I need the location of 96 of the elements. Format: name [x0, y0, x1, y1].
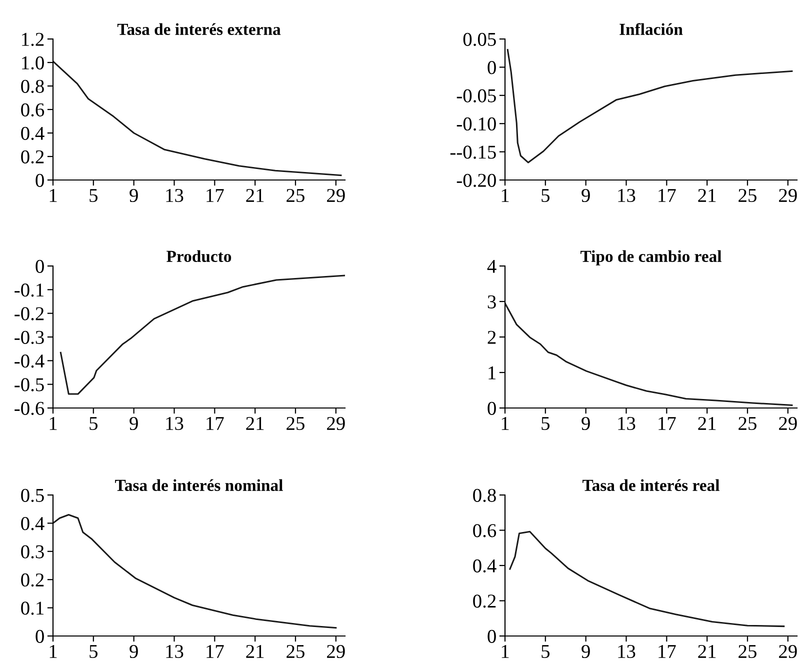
x-tick-label: 9	[582, 644, 590, 658]
y-tick-label: 0.8	[473, 488, 496, 502]
x-tick-label: 21	[698, 416, 716, 430]
line-series	[53, 60, 342, 176]
x-tick-label: 9	[130, 644, 138, 658]
y-tick-label: -0.1	[14, 283, 44, 297]
x-tick-label: 17	[658, 644, 676, 658]
y-tick-label: 1	[488, 366, 496, 380]
chart-title: Tipo de cambio real	[580, 250, 722, 266]
x-tick-label: 17	[206, 416, 224, 430]
y-tick-label: --0.15	[450, 146, 496, 159]
x-tick-label: 29	[779, 188, 797, 202]
chart-title: Tasa de interés externa	[117, 23, 281, 35]
x-tick-label: 25	[286, 188, 304, 202]
x-tick-label: 17	[658, 188, 676, 202]
line-series	[509, 530, 785, 628]
x-tick-label: 21	[246, 188, 264, 202]
x-tick-label: 9	[582, 188, 590, 202]
x-tick-label: 25	[738, 416, 756, 430]
x-tick-label: 17	[658, 416, 676, 430]
y-tick-label: 1.2	[22, 32, 44, 46]
y-tick-label: -0.3	[14, 330, 44, 344]
y-tick-label: 0.4	[473, 559, 496, 573]
y-tick-label: -0.5	[14, 378, 44, 392]
chart-title: Tasa de interés nominal	[115, 479, 283, 491]
line-series	[53, 514, 337, 629]
x-tick-label: 13	[618, 644, 636, 658]
chart-title: Inflación	[620, 23, 683, 35]
line-series	[505, 302, 793, 406]
x-tick-label: 13	[166, 644, 184, 658]
x-tick-label: 21	[698, 188, 716, 202]
y-tick-label: 0	[36, 260, 44, 273]
y-tick-label: 0.1	[21, 602, 44, 615]
x-tick-label: 29	[327, 416, 345, 430]
x-tick-label: 5	[90, 645, 98, 658]
line-series	[60, 274, 345, 395]
x-tick-label: 5	[542, 417, 550, 430]
y-tick-label: 0	[488, 630, 496, 643]
x-tick-label: 25	[286, 644, 304, 658]
y-tick-label: 0.3	[21, 545, 44, 558]
x-tick-label: 13	[166, 188, 184, 202]
x-tick-label: 5	[542, 645, 550, 658]
y-tick-label: 0	[488, 402, 496, 415]
y-tick-label: -0.6	[14, 402, 44, 416]
y-tick-label: 0.2	[21, 573, 44, 587]
x-tick-label: 13	[618, 416, 636, 430]
y-tick-label: 0.8	[21, 80, 44, 94]
y-tick-label: -0.10	[456, 117, 496, 131]
y-tick-label: -0.20	[456, 174, 496, 188]
x-tick-label: 5	[542, 189, 550, 202]
y-tick-label: 0.6	[21, 103, 44, 117]
y-tick-label: 0.4	[21, 126, 44, 140]
x-tick-label: 1	[50, 188, 57, 202]
y-tick-label: 4	[487, 260, 496, 273]
y-tick-label: 0.2	[21, 150, 44, 164]
x-tick-label: 1	[502, 644, 509, 658]
y-tick-label: 0.05	[463, 32, 496, 46]
x-tick-label: 29	[779, 644, 797, 658]
x-tick-label: 5	[90, 417, 98, 430]
y-tick-label: 0.2	[473, 594, 496, 608]
y-tick-label: 0	[36, 174, 44, 187]
x-tick-label: 13	[166, 416, 184, 430]
x-tick-label: 9	[130, 188, 138, 202]
y-tick-label: -0.05	[456, 89, 496, 102]
y-tick-label: 0	[488, 61, 496, 74]
x-tick-label: 9	[130, 416, 138, 430]
y-tick-label: 0.6	[473, 524, 496, 538]
y-tick-label: 0	[36, 630, 44, 643]
x-tick-label: 1	[50, 416, 57, 430]
x-tick-label: 5	[90, 189, 98, 202]
x-tick-label: 25	[286, 416, 304, 430]
x-tick-label: 1	[50, 644, 57, 658]
chart-title: Producto	[166, 250, 232, 262]
y-tick-label: -0.2	[14, 307, 44, 320]
x-tick-label: 1	[502, 416, 509, 430]
x-tick-label: 29	[327, 644, 345, 658]
x-tick-label: 29	[327, 188, 345, 202]
y-tick-label: 0.4	[21, 517, 44, 530]
x-tick-label: 29	[779, 416, 797, 430]
y-tick-label: 1.0	[22, 56, 44, 70]
x-tick-label: 1	[502, 188, 509, 202]
x-tick-label: 21	[246, 644, 264, 658]
x-tick-label: 25	[738, 644, 756, 658]
x-tick-label: 25	[738, 188, 756, 202]
line-series	[506, 48, 793, 164]
y-tick-label: -0.4	[14, 354, 44, 368]
x-tick-label: 13	[618, 188, 636, 202]
chart-title: Tasa de interés real	[582, 479, 720, 491]
y-tick-label: 2	[488, 330, 496, 344]
x-tick-label: 9	[582, 416, 590, 430]
y-tick-label: 3	[488, 295, 496, 308]
x-tick-label: 21	[698, 644, 716, 658]
x-tick-label: 21	[246, 416, 264, 430]
x-tick-label: 17	[206, 188, 224, 202]
x-tick-label: 17	[206, 644, 224, 658]
y-tick-label: 0.5	[21, 488, 44, 502]
